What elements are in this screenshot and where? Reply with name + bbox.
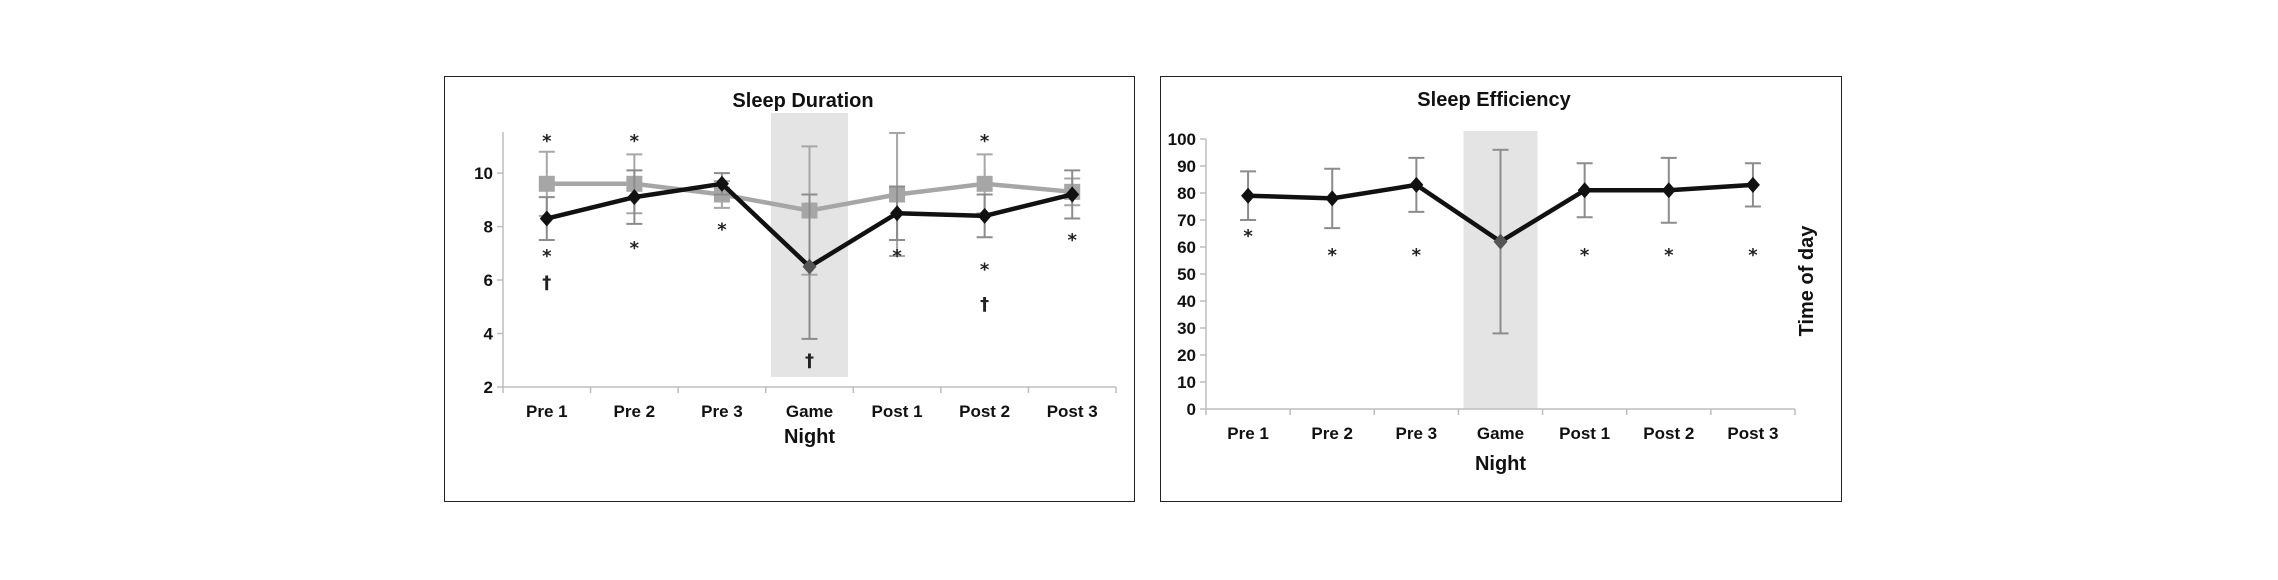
significance-mark: * (630, 131, 640, 152)
significance-mark: * (1748, 245, 1758, 266)
chart-title: Sleep Efficiency (1417, 89, 1571, 111)
significance-mark: * (1243, 226, 1253, 247)
y-tick-label: 50 (1177, 265, 1196, 284)
data-point (714, 175, 729, 192)
data-point (976, 175, 993, 192)
x-tick-label: Post 2 (1643, 424, 1694, 443)
data-point (1241, 187, 1256, 204)
y-tick-label: 10 (1177, 373, 1196, 392)
chart-title: Sleep Duration (732, 90, 873, 112)
significance-mark: † (542, 273, 551, 294)
y-tick-label: 60 (1177, 238, 1196, 257)
x-tick-label: Pre 1 (526, 402, 568, 421)
y-tick-label: 20 (1177, 346, 1196, 365)
x-tick-label: Game (786, 402, 833, 421)
y-tick-label: 100 (1168, 130, 1196, 149)
data-point (1325, 190, 1340, 207)
data-point (1493, 233, 1508, 250)
data-point (802, 258, 817, 275)
significance-mark: * (1068, 230, 1078, 251)
y-tick-label: 40 (1177, 292, 1196, 311)
x-tick-label: Post 2 (959, 402, 1010, 421)
sleep-efficiency-chart: 0 10 20 30 40 50 60 70 80 90 100 Pre 1 Pre 2 Pre 3 Gam… (1160, 76, 1842, 502)
significance-mark: * (630, 238, 640, 259)
data-point (627, 189, 642, 206)
y-tick-label: 80 (1177, 184, 1196, 203)
y-tick-label: 30 (1177, 319, 1196, 338)
x-tick-label: Pre 1 (1227, 424, 1269, 443)
significance-mark: * (717, 219, 727, 240)
x-tick-label: Post 1 (1559, 424, 1610, 443)
y-tick-label: 10 (474, 164, 493, 183)
x-axis-label: Night (1475, 453, 1526, 475)
y-tick-label: 70 (1177, 211, 1196, 230)
y-tick-label: 8 (484, 218, 493, 237)
x-axis-label: Night (784, 426, 835, 448)
x-tick-label: Post 3 (1047, 402, 1098, 421)
significance-mark: † (805, 350, 814, 371)
y-tick-label: 6 (484, 271, 493, 290)
x-tick-label: Pre 3 (701, 402, 743, 421)
data-point (977, 207, 992, 224)
x-tick-label: Pre 3 (1396, 424, 1438, 443)
significance-mark: * (892, 246, 902, 267)
significance-mark: * (1580, 245, 1590, 266)
significance-mark: † (980, 294, 989, 315)
significance-mark: * (542, 131, 552, 152)
y-tick-label: 0 (1187, 400, 1196, 419)
significance-mark: * (1328, 245, 1338, 266)
y-tick-label: 2 (484, 378, 493, 397)
y-tick-label: 4 (484, 325, 494, 344)
y-axis-label: Time of day (1796, 225, 1818, 337)
x-tick-label: Pre 2 (614, 402, 656, 421)
x-tick-label: Game (1477, 424, 1524, 443)
significance-mark: * (980, 259, 990, 280)
y-tick-label: 90 (1177, 157, 1196, 176)
data-point (538, 175, 555, 192)
x-tick-label: Post 3 (1727, 424, 1778, 443)
data-point (1661, 182, 1676, 199)
data-point (539, 210, 554, 227)
sleep-efficiency-svg: 0 10 20 30 40 50 60 70 80 90 100 Pre 1 Pre 2 Pre 3 Gam… (1168, 89, 1818, 475)
data-point (890, 205, 905, 222)
data-point (1409, 176, 1424, 193)
data-point (1065, 186, 1080, 203)
sleep-duration-chart: 2 4 6 8 10 Pre 1 Pre 2 Pre 3 Game Post 1 Post 2 Pos… (444, 76, 1135, 502)
significance-mark: * (1412, 245, 1422, 266)
x-tick-label: Pre 2 (1311, 424, 1353, 443)
data-point (1745, 176, 1760, 193)
significance-mark: * (980, 131, 990, 152)
x-tick-label: Post 1 (872, 402, 923, 421)
sleep-duration-svg: 2 4 6 8 10 Pre 1 Pre 2 Pre 3 Game Post 1 Post 2 Pos… (474, 90, 1117, 448)
significance-mark: * (1664, 245, 1674, 266)
significance-mark: * (542, 246, 552, 267)
data-point (1577, 182, 1592, 199)
